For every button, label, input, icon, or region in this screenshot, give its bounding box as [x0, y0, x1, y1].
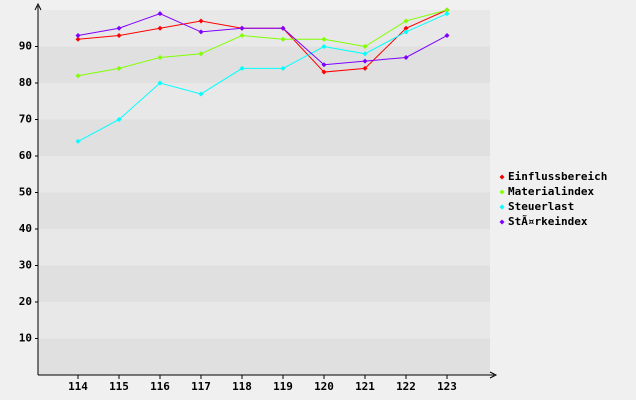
y-arrow: [34, 2, 42, 11]
point: [321, 69, 327, 75]
plot-bands: [38, 10, 490, 375]
point: [198, 91, 204, 97]
series-line: [77, 13, 448, 66]
x-tick-label: 123: [437, 380, 457, 393]
point: [239, 33, 245, 39]
point: [198, 51, 204, 57]
x-tick-label: 116: [150, 380, 170, 393]
x-arrow: [489, 371, 498, 379]
band: [38, 338, 490, 375]
point: [444, 7, 450, 13]
point: [403, 54, 409, 60]
point: [116, 65, 122, 71]
point: [403, 18, 409, 24]
point: [321, 62, 327, 68]
point: [157, 11, 163, 17]
point: [444, 11, 450, 17]
y-tick-label: 80: [19, 76, 32, 89]
x-tick-label: 121: [355, 380, 375, 393]
series-line: [77, 13, 448, 142]
y-tick-label: 50: [19, 186, 32, 199]
x-tick-label: 120: [314, 380, 334, 393]
point: [362, 65, 368, 71]
point: [75, 36, 81, 42]
band: [38, 229, 490, 266]
band: [38, 302, 490, 339]
x-tick-label: 115: [109, 380, 129, 393]
point: [75, 33, 81, 39]
point: [198, 29, 204, 35]
legend-label: Steuerlast: [508, 200, 574, 213]
point: [362, 44, 368, 49]
axes: [34, 2, 498, 379]
legend-swatch: [499, 204, 505, 210]
legend-label: Einflussbereich: [508, 170, 607, 183]
band: [38, 119, 490, 156]
point: [403, 25, 409, 31]
point: [75, 73, 81, 79]
point: [239, 65, 245, 71]
point: [116, 117, 122, 122]
point: [444, 33, 450, 39]
point: [321, 44, 327, 49]
band: [38, 46, 490, 83]
x-tick-label: 117: [191, 380, 211, 393]
legend-label: StÃ¤rkeindex: [508, 215, 588, 228]
point: [75, 138, 81, 144]
band: [38, 265, 490, 302]
legend-label: Materialindex: [508, 185, 594, 198]
y-tick-label: 10: [19, 332, 32, 345]
point: [239, 25, 245, 31]
legend-swatch: [499, 189, 505, 195]
y-tick-label: 60: [19, 149, 32, 162]
point: [157, 54, 163, 60]
point: [157, 80, 163, 86]
point: [116, 33, 122, 39]
x-tick-label: 122: [396, 380, 416, 393]
x-tick-label: 119: [273, 380, 293, 393]
x-tick-label: 118: [232, 380, 252, 393]
y-tick-label: 70: [19, 113, 32, 126]
y-tick-label: 30: [19, 259, 32, 272]
y-tick-label: 90: [19, 40, 32, 53]
point: [362, 51, 368, 57]
point: [198, 18, 204, 24]
legend-swatch: [499, 219, 505, 225]
point: [280, 65, 286, 71]
point: [362, 58, 368, 64]
point: [157, 25, 163, 31]
point: [403, 29, 409, 35]
band: [38, 192, 490, 229]
series-line: [77, 9, 448, 77]
plot: 10 20 30 40 50 60 70 80 90 114 115 116 117 118 119 120 1…: [19, 7, 607, 393]
point: [280, 25, 286, 31]
point: [321, 36, 327, 42]
band: [38, 83, 490, 120]
y-tick-label: 40: [19, 222, 32, 235]
point: [280, 36, 286, 42]
x-tick-label: 114: [68, 380, 88, 393]
point: [116, 25, 122, 31]
legend-swatch: [499, 174, 505, 180]
band: [38, 156, 490, 193]
y-tick-label: 20: [19, 295, 32, 308]
